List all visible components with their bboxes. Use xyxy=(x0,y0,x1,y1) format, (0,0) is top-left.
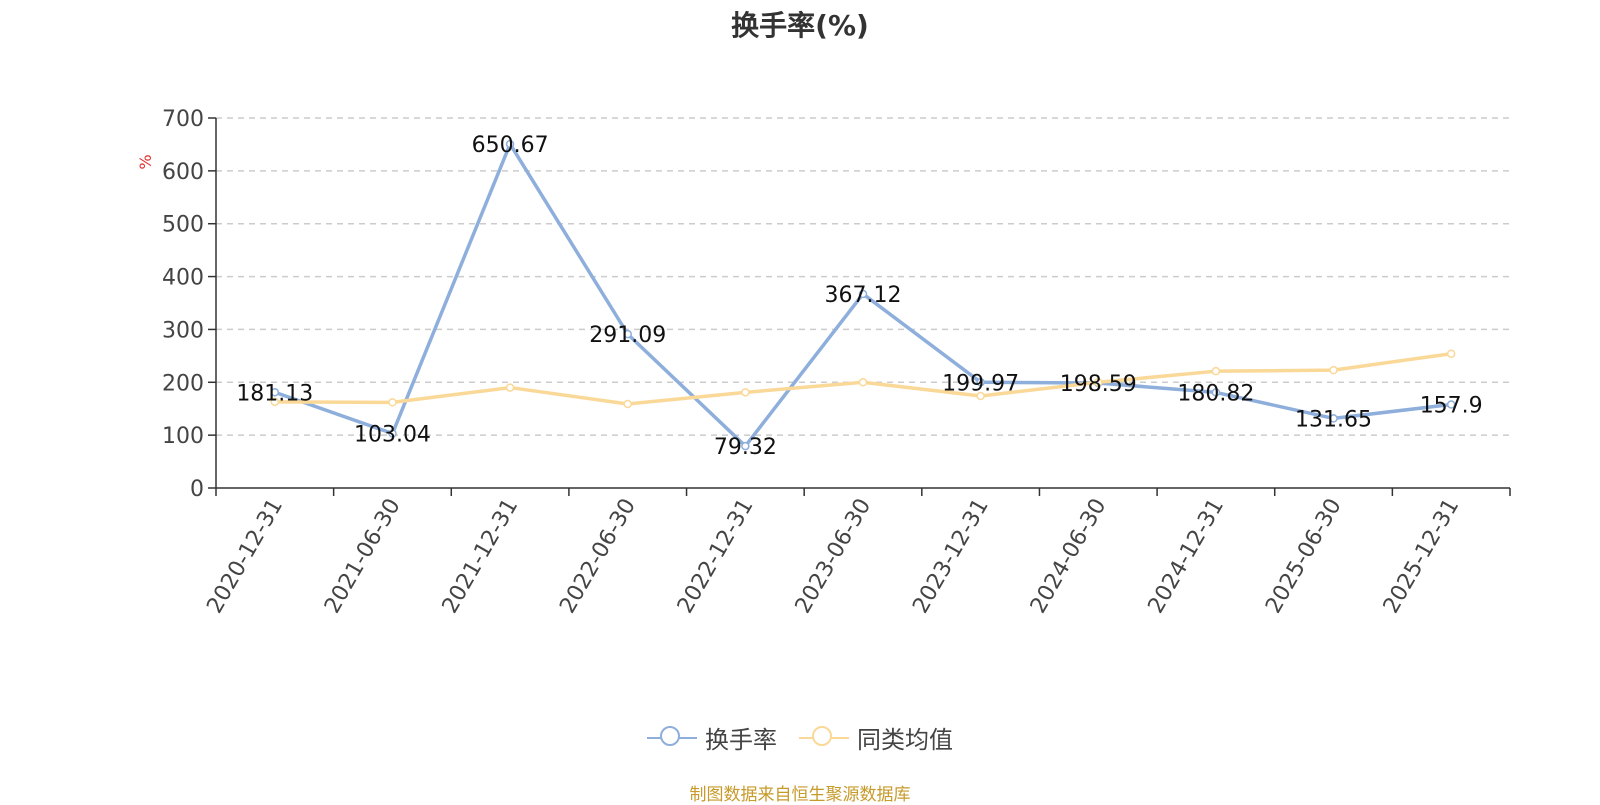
data-point-peer-average xyxy=(623,399,632,409)
data-point-turnover xyxy=(858,289,868,299)
y-tick-label: 600 xyxy=(162,160,204,185)
legend-label-turnover: 换手率 xyxy=(705,726,777,754)
data-point-peer-average xyxy=(388,398,397,407)
grid-lines xyxy=(216,117,1510,436)
data-label: 181.13 xyxy=(236,381,313,406)
y-tick-label: 500 xyxy=(162,213,204,238)
data-point-peer-average xyxy=(741,388,750,397)
data-label: 199.97 xyxy=(942,371,1019,396)
data-point-peer-average xyxy=(1094,378,1103,387)
x-tick-label: 2020-12-31 xyxy=(202,495,288,618)
x-tick-label: 2024-06-30 xyxy=(1026,495,1112,618)
data-label: 103.04 xyxy=(354,423,431,448)
x-tick-label: 2021-12-31 xyxy=(438,495,524,618)
data-label: 180.82 xyxy=(1177,381,1254,406)
x-tick-label: 2022-06-30 xyxy=(555,495,641,618)
data-label: 157.9 xyxy=(1420,394,1483,419)
data-label: 79.32 xyxy=(714,435,777,460)
data-point-turnover xyxy=(1446,400,1456,409)
data-point-turnover xyxy=(505,139,515,149)
y-tick-label: 0 xyxy=(190,477,204,502)
legend-line-circle-icon xyxy=(799,725,849,750)
data-point-peer-average xyxy=(505,383,515,392)
data-label: 291.09 xyxy=(589,323,666,348)
data-source-note: 制图数据来自恒生聚源数据库 xyxy=(689,785,911,805)
x-tick-label: 2023-12-31 xyxy=(908,495,994,618)
x-tick-label: 2023-06-30 xyxy=(791,495,877,618)
x-tick-label: 2021-06-30 xyxy=(320,495,406,618)
y-tick-label: 400 xyxy=(162,266,204,291)
y-tick-label: 700 xyxy=(162,107,204,132)
x-tick-label: 2025-06-30 xyxy=(1261,495,1347,618)
data-point-turnover xyxy=(623,329,632,339)
data-label: 650.67 xyxy=(472,133,549,158)
legend-label-peer-average: 同类均值 xyxy=(857,726,953,754)
y-tick-label: 100 xyxy=(162,424,204,449)
chart-title: 换手率(%) xyxy=(731,9,869,42)
data-point-turnover xyxy=(1211,388,1221,397)
axes: 0 100 200 300 400 500 600 700% 2020-12-31 2021-06… xyxy=(136,107,1511,618)
x-tick-label: 2022-12-31 xyxy=(673,495,759,618)
x-tick-label: 2024-12-31 xyxy=(1144,495,1230,618)
x-tick-label: 2025-12-31 xyxy=(1379,495,1465,618)
data-label: 198.59 xyxy=(1060,372,1137,397)
data-point-peer-average xyxy=(858,378,868,387)
data-point-peer-average xyxy=(976,391,985,401)
legend-item-peer-average[interactable]: 同类均值 xyxy=(799,720,953,755)
data-label: 131.65 xyxy=(1295,407,1372,432)
data-point-turnover xyxy=(976,378,985,387)
data-point-peer-average xyxy=(1329,365,1338,375)
data-point-turnover xyxy=(270,388,280,397)
data-point-turnover xyxy=(1329,414,1338,423)
data-labels: 181.13 103.04 650.67 291.09 79.32 367.12 199.9… xyxy=(236,133,1482,460)
legend-line-circle-icon xyxy=(647,725,697,750)
legend-item-turnover[interactable]: 换手率 xyxy=(647,720,777,755)
legend: 换手率 同类均值 xyxy=(0,720,1600,755)
y-axis-unit-label: % xyxy=(136,154,155,169)
series-lines xyxy=(270,139,1456,451)
data-point-peer-average xyxy=(270,397,280,407)
data-point-turnover xyxy=(388,429,397,438)
data-point-turnover xyxy=(741,441,750,451)
data-point-peer-average xyxy=(1446,349,1456,358)
y-tick-label: 300 xyxy=(162,318,204,343)
data-point-peer-average xyxy=(1211,366,1221,376)
y-tick-label: 200 xyxy=(162,371,204,396)
data-label: 367.12 xyxy=(825,283,902,308)
